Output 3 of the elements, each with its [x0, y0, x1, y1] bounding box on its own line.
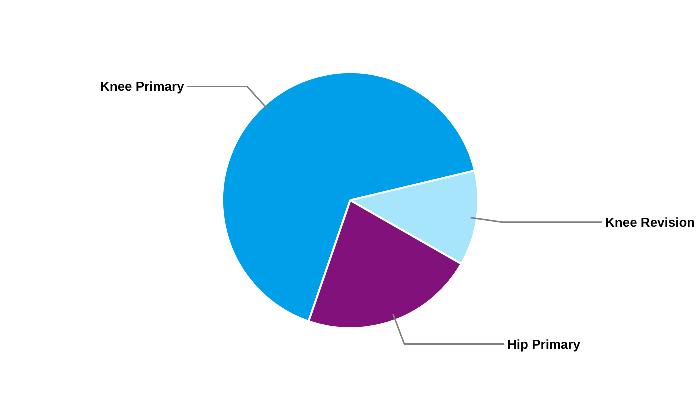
slice-label: Hip Primary: [508, 336, 582, 352]
slice-label: Knee Revision: [606, 214, 696, 230]
slice-label: Knee Primary: [100, 79, 186, 94]
